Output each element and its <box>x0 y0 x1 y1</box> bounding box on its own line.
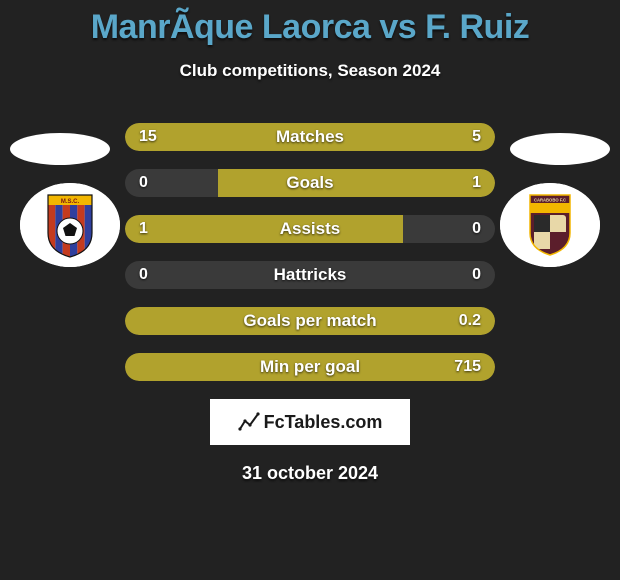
stat-row: Goals per match0.2 <box>125 307 495 335</box>
stat-right-value: 0 <box>472 215 481 243</box>
page-subtitle: Club competitions, Season 2024 <box>0 61 620 81</box>
stat-right-value: 0.2 <box>459 307 481 335</box>
stat-label: Goals <box>125 169 495 197</box>
stat-right-value: 715 <box>454 353 481 381</box>
stat-right-value: 0 <box>472 261 481 289</box>
club-badge-right-icon: CARABOBO F.C <box>500 183 600 267</box>
brand-text: FcTables.com <box>264 412 383 433</box>
svg-text:CARABOBO F.C: CARABOBO F.C <box>534 198 566 203</box>
svg-text:M.S.C.: M.S.C. <box>61 199 80 205</box>
stat-label: Assists <box>125 215 495 243</box>
stat-row: Min per goal715 <box>125 353 495 381</box>
player-ellipse-left <box>10 133 110 165</box>
stat-right-value: 1 <box>472 169 481 197</box>
stat-label: Hattricks <box>125 261 495 289</box>
stat-label: Matches <box>125 123 495 151</box>
stat-right-value: 5 <box>472 123 481 151</box>
stat-bars: 15Matches50Goals11Assists00Hattricks0Goa… <box>125 123 495 381</box>
page-title: ManrÃ­que Laorca vs F. Ruiz <box>0 0 620 47</box>
date-label: 31 october 2024 <box>0 463 620 484</box>
stat-row: 15Matches5 <box>125 123 495 151</box>
comparison-content: M.S.C. CARABOBO F.C <box>0 123 620 484</box>
club-badge-left-icon: M.S.C. <box>20 183 120 267</box>
stat-row: 0Hattricks0 <box>125 261 495 289</box>
stat-label: Goals per match <box>125 307 495 335</box>
stat-row: 0Goals1 <box>125 169 495 197</box>
stat-label: Min per goal <box>125 353 495 381</box>
chart-icon <box>238 411 260 433</box>
stat-row: 1Assists0 <box>125 215 495 243</box>
player-ellipse-right <box>510 133 610 165</box>
brand-footer: FcTables.com <box>210 399 410 445</box>
